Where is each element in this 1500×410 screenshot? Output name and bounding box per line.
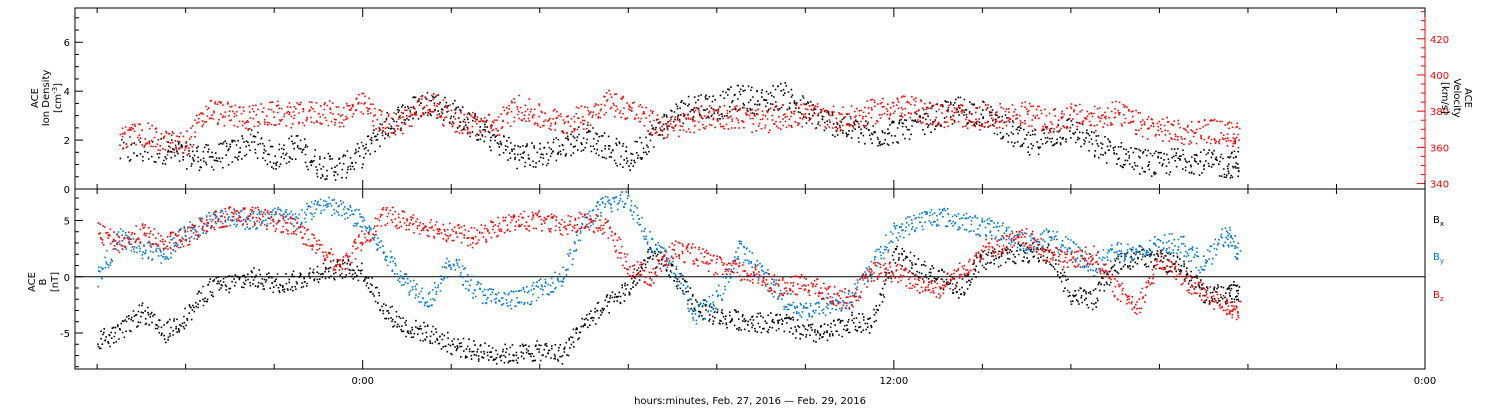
legend-by: By: [1433, 252, 1444, 265]
velocity-tick-label: 420: [1430, 35, 1449, 46]
b-field-series: [97, 191, 1242, 365]
density-velocity-series: [119, 82, 1241, 181]
velocity-axis: 340 360 380 400 420: [1417, 8, 1449, 191]
velocity-label-line1: ACE: [1462, 88, 1473, 108]
density-label-line1: ACE: [30, 88, 41, 108]
density-series: [119, 82, 1240, 181]
velocity-tick-label: 380: [1430, 107, 1449, 118]
by-points: [97, 191, 1242, 325]
velocity-series: [119, 89, 1241, 156]
b-tick-label: -5: [60, 329, 70, 340]
density-axis-label: ACE Ion Density [cm-3]: [30, 70, 64, 127]
time-tick-label: 0:00: [1414, 376, 1436, 387]
b-label-unit: [nT]: [50, 272, 61, 292]
legend-bx: Bx: [1433, 215, 1444, 228]
b-label-line2: B: [38, 278, 49, 285]
density-axis: 0 2 4 6: [64, 17, 83, 196]
time-axis-title: hours:minutes, Feb. 27, 2016 — Feb. 29, …: [634, 396, 866, 407]
density-label-unit: [cm-3]: [51, 83, 64, 113]
velocity-label-line2: Velocity: [1451, 78, 1462, 117]
velocity-label-unit: [km/s]: [1439, 82, 1450, 114]
density-tick-label: 0: [64, 185, 70, 196]
b-tick-label: 5: [64, 217, 70, 228]
density-points: [119, 82, 1240, 181]
velocity-axis-label: ACE Velocity [km/s]: [1439, 78, 1473, 117]
b-label-line1: ACE: [27, 272, 38, 292]
velocity-points: [119, 89, 1241, 156]
magnetic-field-panel: [74, 188, 1426, 370]
time-tick-label: 0:00: [351, 376, 373, 387]
density-tick-label: 2: [64, 136, 70, 147]
density-tick-label: 6: [64, 38, 70, 49]
b-field-axis-label: ACE B [nT]: [27, 272, 61, 292]
velocity-tick-label: 340: [1430, 180, 1449, 191]
density-label-line2: Ion Density: [41, 70, 52, 127]
time-tick-label: 12:00: [879, 376, 908, 387]
b-component-legend: Bx By Bz: [1433, 215, 1444, 303]
by-series: [97, 191, 1242, 325]
velocity-tick-label: 360: [1430, 143, 1449, 154]
time-axis-ticks: 0:00 12:00 0:00: [96, 8, 1436, 387]
legend-bz: Bz: [1433, 290, 1444, 303]
velocity-tick-label: 400: [1430, 71, 1449, 82]
density-tick-label: 4: [64, 87, 70, 98]
b-field-axis: -5 0 5: [60, 197, 1425, 368]
b-tick-label: 0: [64, 273, 70, 284]
